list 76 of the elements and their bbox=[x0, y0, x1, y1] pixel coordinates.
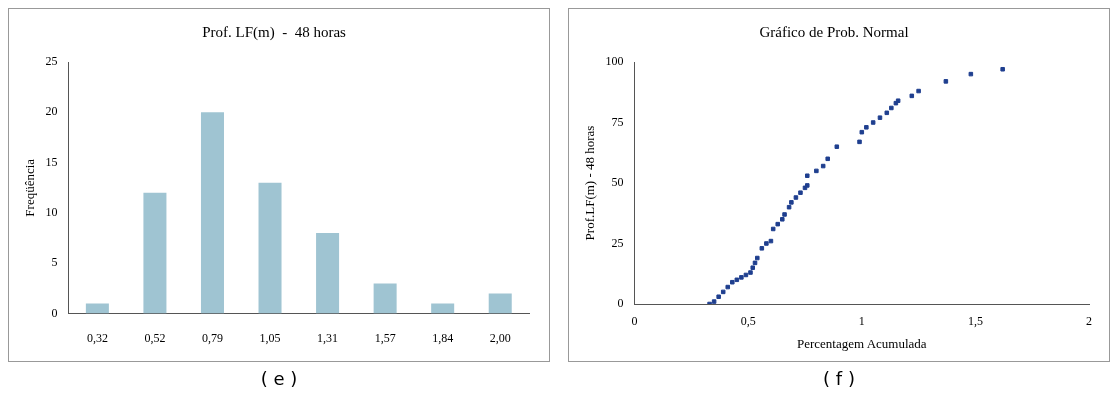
point bbox=[711, 299, 717, 304]
chart-title: Gráfico de Prob. Normal bbox=[759, 23, 909, 40]
point bbox=[716, 294, 721, 300]
point bbox=[793, 195, 799, 200]
y-tick-label: 0 bbox=[617, 296, 624, 311]
y-tick-label: 10 bbox=[45, 205, 58, 220]
y-tick-label: 20 bbox=[45, 104, 58, 119]
point bbox=[750, 265, 756, 270]
chart-title: Prof. LF(m) - 48 horas bbox=[202, 23, 347, 41]
point bbox=[739, 275, 744, 280]
point bbox=[889, 105, 894, 111]
point bbox=[884, 110, 890, 116]
bar bbox=[373, 283, 397, 314]
x-tick-label: 1,57 bbox=[374, 330, 396, 345]
y-tick-label: 75 bbox=[611, 114, 624, 129]
x-tick-label: 1 bbox=[858, 314, 865, 329]
x-tick-label: 2 bbox=[1086, 314, 1092, 329]
y-tick-label: 50 bbox=[611, 175, 624, 190]
point bbox=[870, 120, 876, 125]
x-tick-label: 0,32 bbox=[86, 330, 108, 345]
point bbox=[825, 156, 830, 162]
x-tick-label: 0,5 bbox=[740, 314, 756, 329]
point bbox=[755, 255, 760, 261]
point bbox=[786, 204, 792, 210]
point bbox=[916, 88, 921, 94]
point bbox=[734, 277, 740, 283]
point bbox=[877, 115, 883, 120]
point bbox=[707, 301, 712, 304]
point bbox=[820, 163, 826, 169]
point bbox=[782, 212, 787, 217]
point bbox=[834, 144, 840, 149]
point bbox=[720, 289, 726, 295]
bar bbox=[488, 293, 512, 314]
point bbox=[764, 241, 769, 246]
point bbox=[895, 98, 901, 103]
point bbox=[789, 200, 794, 205]
x-tick-label: 1,31 bbox=[317, 330, 339, 345]
point bbox=[775, 221, 780, 227]
text: ( e ) bbox=[259, 368, 299, 389]
y-tick-label: 100 bbox=[605, 54, 624, 69]
x-tick-label: 1,5 bbox=[967, 314, 983, 329]
point bbox=[857, 139, 862, 145]
y-axis-title: Prof.LF(m) - 48 horas bbox=[582, 125, 598, 241]
point bbox=[1000, 66, 1005, 72]
point bbox=[770, 226, 776, 232]
x-tick-label: 0 bbox=[631, 314, 638, 329]
point bbox=[968, 71, 974, 77]
point bbox=[730, 279, 735, 285]
x-tick-label: 0,79 bbox=[201, 330, 223, 345]
y-tick-label: 5 bbox=[51, 255, 58, 270]
x-tick-label: 0,52 bbox=[144, 330, 166, 345]
bar bbox=[316, 233, 340, 314]
x-tick-label: 1,05 bbox=[259, 330, 281, 345]
point bbox=[864, 125, 869, 130]
bar bbox=[258, 182, 282, 314]
y-tick-label: 15 bbox=[45, 154, 58, 169]
point bbox=[780, 217, 785, 222]
y-tick-label: 25 bbox=[45, 54, 58, 69]
point bbox=[909, 93, 915, 99]
bar bbox=[143, 192, 167, 314]
point bbox=[943, 79, 949, 84]
point bbox=[798, 190, 803, 195]
point bbox=[805, 173, 810, 179]
point bbox=[725, 284, 731, 290]
point bbox=[759, 246, 765, 251]
text: ( f ) bbox=[822, 368, 856, 389]
x-tick-label: 2,00 bbox=[489, 330, 511, 345]
x-tick-label: 1,84 bbox=[432, 330, 454, 345]
y-axis-title: Freqüência bbox=[22, 158, 38, 217]
x-axis-title: Percentagem Acumulada bbox=[797, 335, 927, 351]
bar bbox=[200, 112, 224, 314]
point bbox=[748, 270, 753, 275]
point bbox=[752, 260, 758, 266]
point bbox=[814, 168, 819, 174]
point bbox=[859, 129, 865, 135]
y-tick-label: 25 bbox=[611, 235, 624, 250]
